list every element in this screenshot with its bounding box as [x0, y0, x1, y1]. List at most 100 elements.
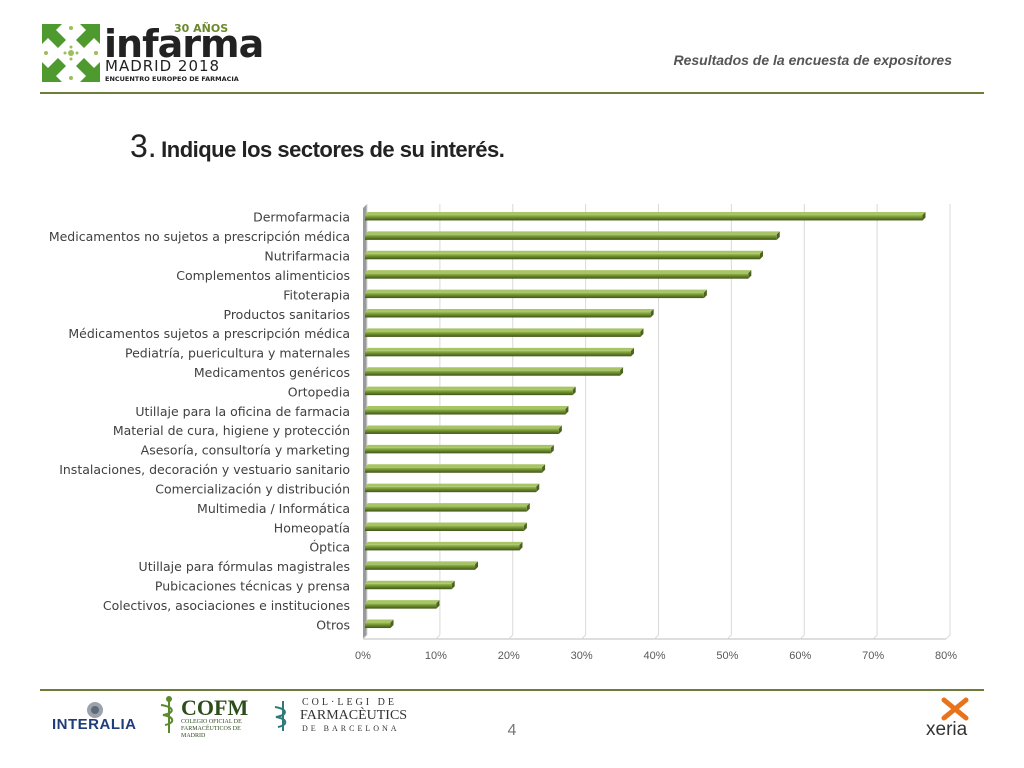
x-tick-label: 0%: [355, 650, 371, 662]
bar-end: [620, 367, 624, 376]
xeria-logo: xeria: [922, 697, 988, 743]
bar: [365, 350, 631, 357]
bar-top: [365, 289, 707, 293]
interalia-wordmark: INTERALIA: [52, 716, 137, 733]
bar-end: [572, 386, 576, 396]
bar-top: [365, 406, 569, 410]
bar-top: [365, 231, 780, 235]
bar: [365, 292, 704, 299]
bar-end: [436, 600, 440, 609]
category-label: Otros: [316, 617, 350, 632]
category-label: Comercialización y distribución: [155, 481, 350, 496]
bar-end: [922, 211, 926, 221]
bar-chart: Dermofarmacia Medicamentos no sujetos a p…: [49, 204, 957, 662]
bar-top: [365, 270, 752, 274]
gridlines: [362, 204, 951, 640]
bar: [365, 312, 651, 318]
category-label: Utillaje para la oficina de farmacia: [135, 404, 350, 419]
bar-top: [365, 503, 530, 507]
header-divider: [40, 92, 984, 94]
category-label: Óptica: [309, 540, 350, 555]
category-label: Fitoterapia: [283, 287, 350, 302]
category-label: Nutrifarmacia: [264, 249, 350, 264]
bar-end: [475, 561, 479, 570]
category-label: Complementos alimenticios: [176, 268, 350, 283]
bar-top: [365, 464, 546, 468]
category-label: Productos sanitarios: [224, 307, 351, 322]
category-label: Instalaciones, decoración y vestuario sa…: [59, 462, 350, 477]
bar: [365, 273, 749, 279]
bar: [365, 409, 566, 415]
gridline-floor: [654, 634, 659, 640]
bar-end: [523, 522, 527, 531]
slide-title: 3. Indique los sectores de su interés.: [130, 128, 505, 165]
category-label: Utillaje para fórmulas magistrales: [139, 559, 350, 574]
bar-top: [365, 347, 634, 351]
logo-tagline: ENCUENTRO EUROPEO DE FARMACIA: [105, 75, 239, 83]
bar-end: [776, 231, 780, 240]
bar: [365, 583, 452, 590]
bar-top: [365, 328, 644, 332]
bar: [365, 370, 621, 376]
gridline-floor: [581, 634, 586, 640]
category-label: Médicamentos sujetos a prescripción médi…: [68, 326, 350, 341]
bar: [365, 214, 923, 221]
bar-top: [365, 367, 624, 371]
x-tick-label: 30%: [571, 650, 593, 662]
x-tick-label: 70%: [862, 650, 884, 662]
gridline-floor: [508, 634, 514, 640]
logo-city-year: MADRID 2018: [105, 57, 221, 75]
gridline-floor: [945, 634, 951, 640]
category-label: Asesoría, consultoría y marketing: [141, 443, 350, 458]
x-tick-label: 10%: [425, 650, 447, 662]
gridline-floor: [872, 634, 878, 640]
caduceus-icon: [160, 696, 174, 733]
cofb-line2: FARMACÈUTICS: [300, 708, 408, 723]
bar: [365, 467, 543, 473]
x-tick-label: 40%: [643, 650, 665, 662]
bar-top: [365, 386, 576, 390]
category-label: Medicamentos no sujetos a prescripción m…: [49, 229, 350, 244]
bar: [365, 486, 537, 493]
bar: [365, 622, 391, 629]
bar: [365, 389, 573, 396]
cofb-emblem-icon: [274, 701, 287, 731]
category-label: Homeopatía: [274, 520, 350, 535]
bar-top: [365, 522, 527, 526]
bar-end: [748, 270, 752, 279]
bar-top: [365, 541, 523, 545]
gridline-floor: [799, 634, 805, 640]
x-tick-label: 60%: [789, 650, 811, 662]
x-tick-label: 20%: [498, 650, 520, 662]
xeria-x-icon: [941, 697, 969, 721]
bar-top: [365, 425, 562, 429]
gridline-floor: [727, 634, 732, 640]
x-tick-label: 50%: [716, 650, 738, 662]
x-axis-ticks: 0% 10% 20% 30% 40% 50% 60% 70% 80%: [355, 650, 957, 662]
bar: [365, 447, 551, 454]
bar-end: [550, 444, 554, 454]
gridline-floor: [435, 634, 441, 640]
interalia-logo: INTERALIA: [50, 700, 140, 740]
xeria-wordmark: xeria: [926, 719, 968, 740]
bars: [365, 211, 926, 629]
bar: [365, 525, 524, 531]
infarma-logo: [38, 20, 248, 86]
bar-end: [630, 347, 634, 357]
bar-end: [565, 406, 569, 415]
infarma-arrows-icon: [42, 24, 100, 82]
category-label: Medicamentos genéricos: [194, 365, 350, 380]
bar: [365, 564, 476, 570]
cofm-logo: COFM COLEGIO OFICIAL DE FARMACÉUTICOS DE…: [155, 695, 265, 740]
cofb-line3: DE BARCELONA: [302, 724, 400, 733]
cofb-line1: COL·LEGI DE: [302, 697, 397, 708]
axis-wall: [363, 204, 367, 639]
page-number: 4: [507, 722, 517, 739]
bar: [365, 253, 760, 260]
category-label: Multimedia / Informática: [197, 501, 350, 516]
bar-top: [365, 561, 479, 565]
category-label: Pubicaciones técnicas y prensa: [155, 578, 350, 593]
bar-top: [365, 309, 654, 312]
bar-top: [365, 619, 394, 623]
bar-end: [542, 464, 546, 473]
